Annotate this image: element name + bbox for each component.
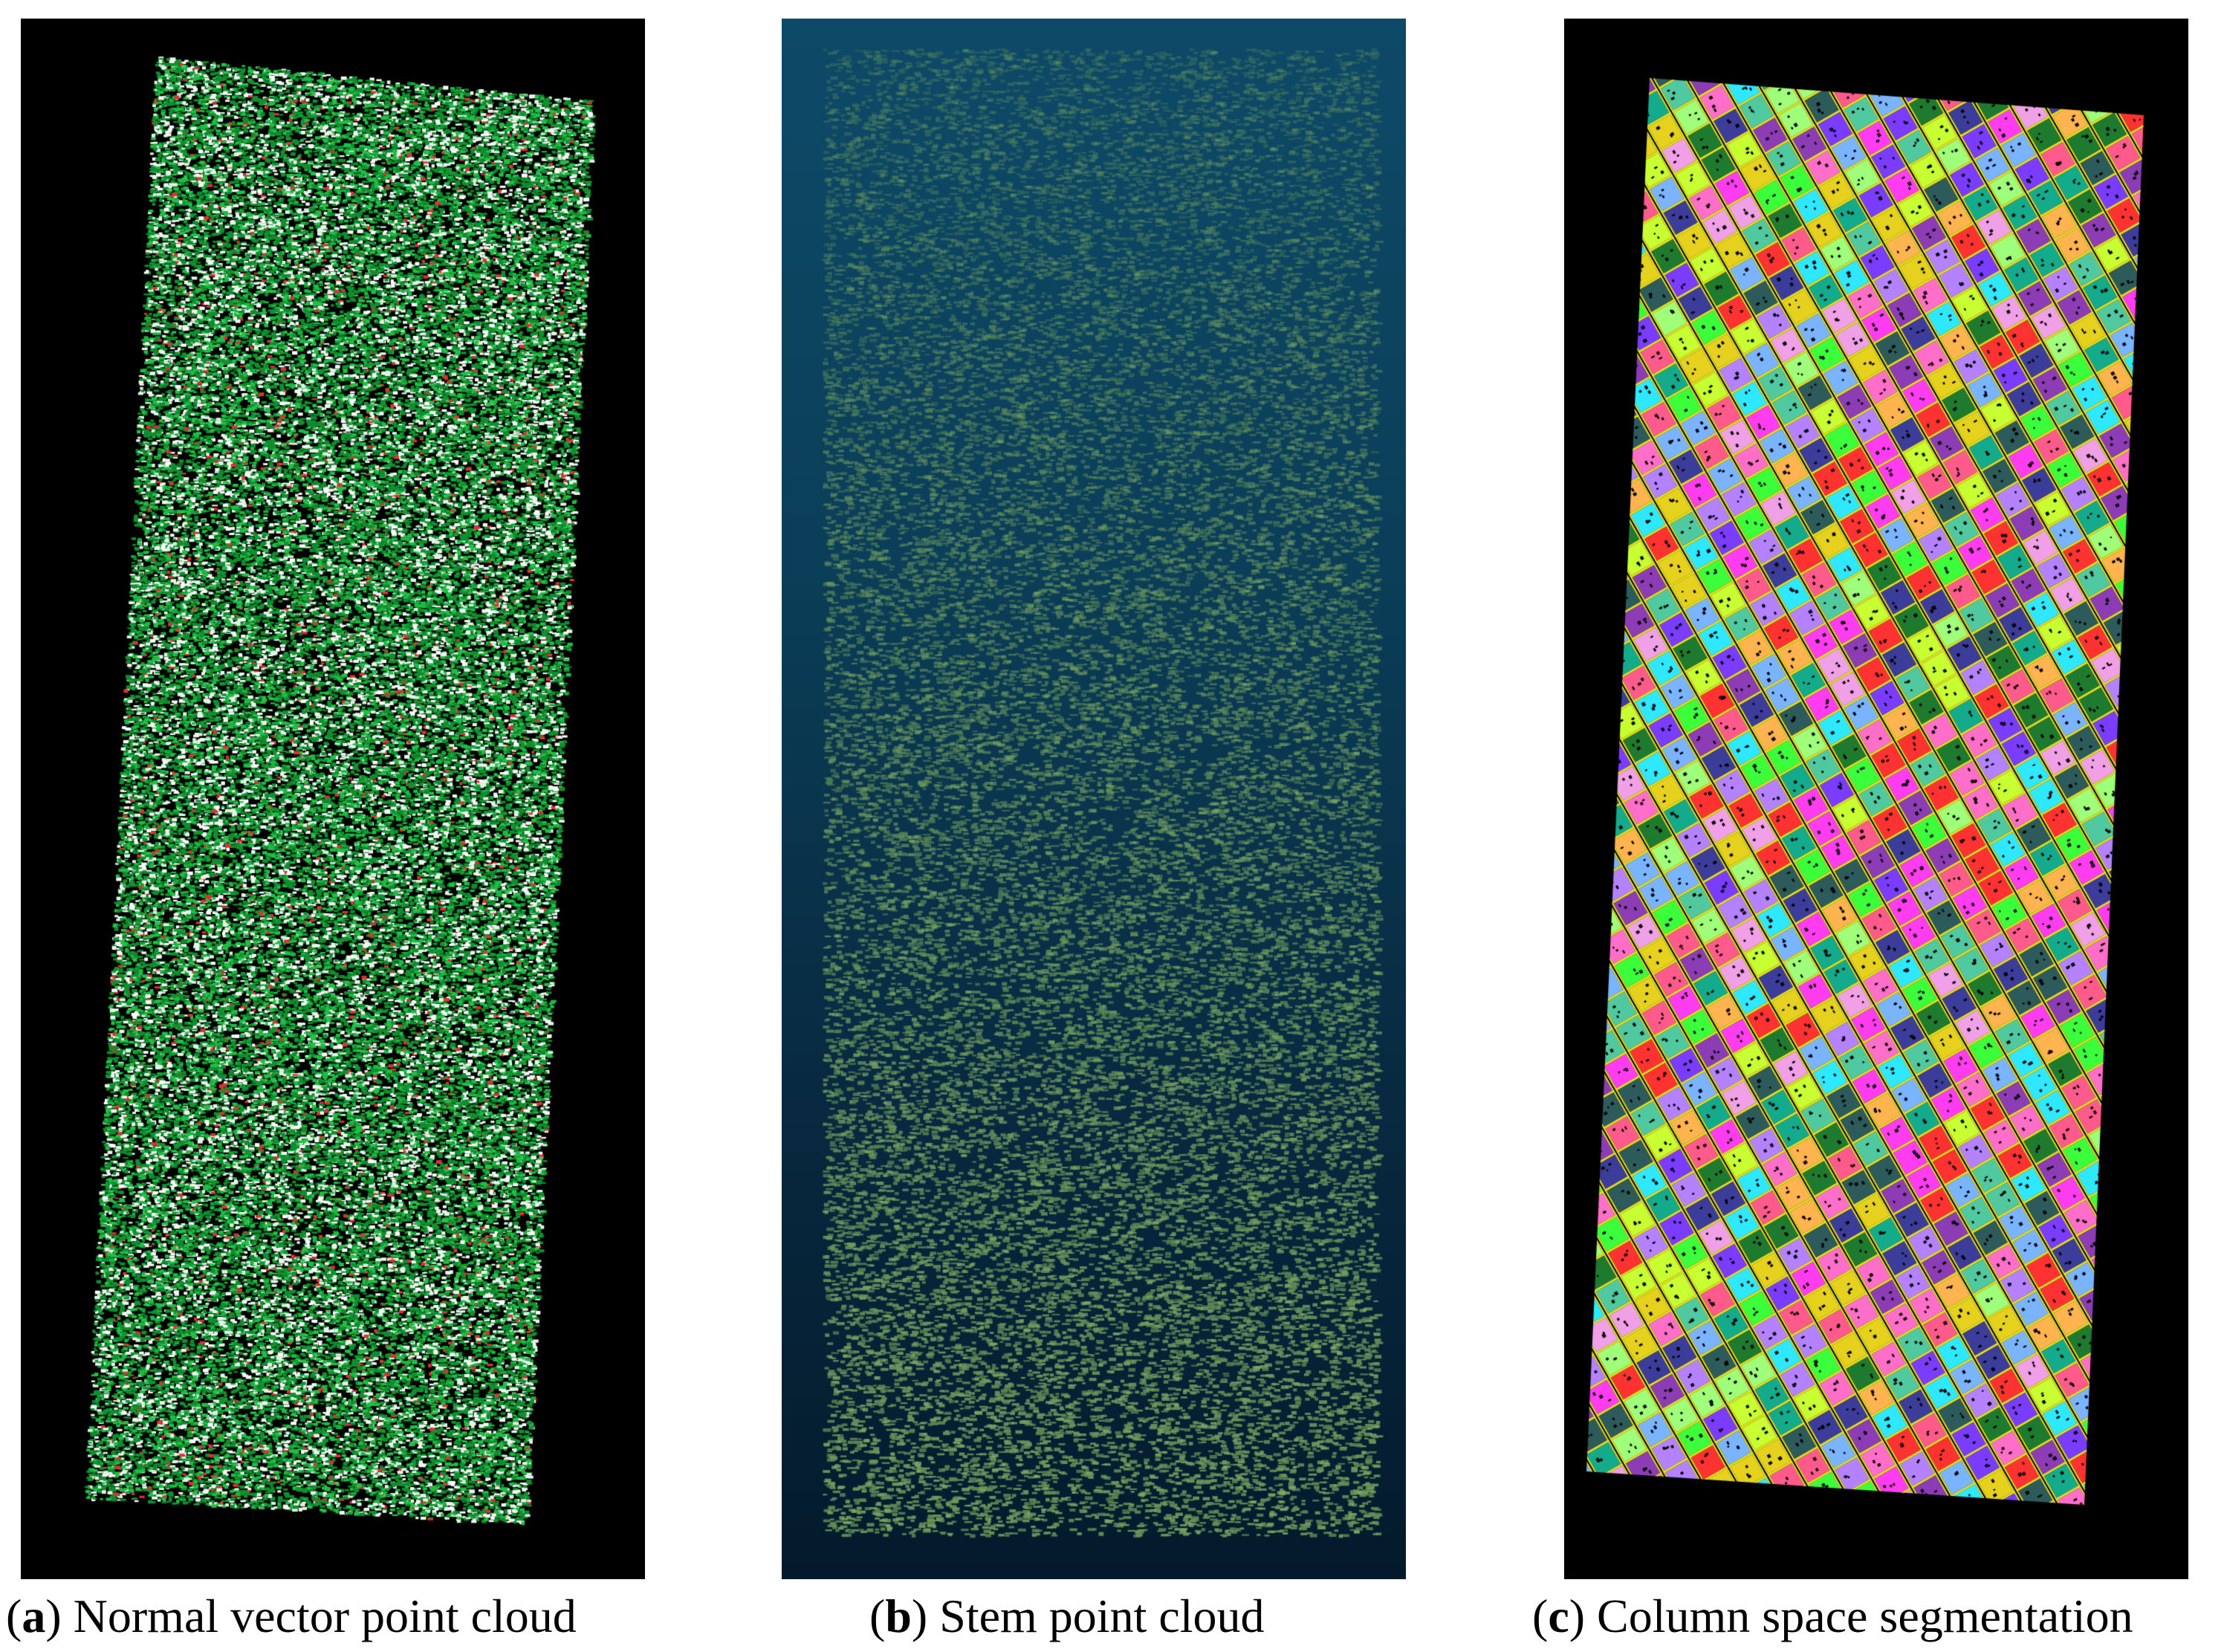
caption-b-text: Stem point cloud [939,1590,1265,1642]
column-space-segmentation-image [1564,19,2188,1579]
column-space-segmentation-canvas [1564,19,2188,1579]
stem-point-cloud-image [782,19,1406,1579]
caption-b: (b) Stem point cloud [869,1590,1265,1642]
normal-vector-point-cloud-canvas [21,19,645,1579]
stem-point-cloud-canvas [782,19,1406,1579]
caption-a-letter: a [22,1590,46,1642]
caption-c-text: Column space segmentation [1597,1590,2133,1642]
caption-a: (a) Normal vector point cloud [6,1590,577,1642]
caption-c-letter: c [1548,1590,1569,1642]
caption-a-text: Normal vector point cloud [73,1590,577,1642]
caption-c: (c) Column space segmentation [1532,1590,2133,1642]
normal-vector-point-cloud-image [21,19,645,1579]
caption-b-letter: b [885,1590,912,1642]
